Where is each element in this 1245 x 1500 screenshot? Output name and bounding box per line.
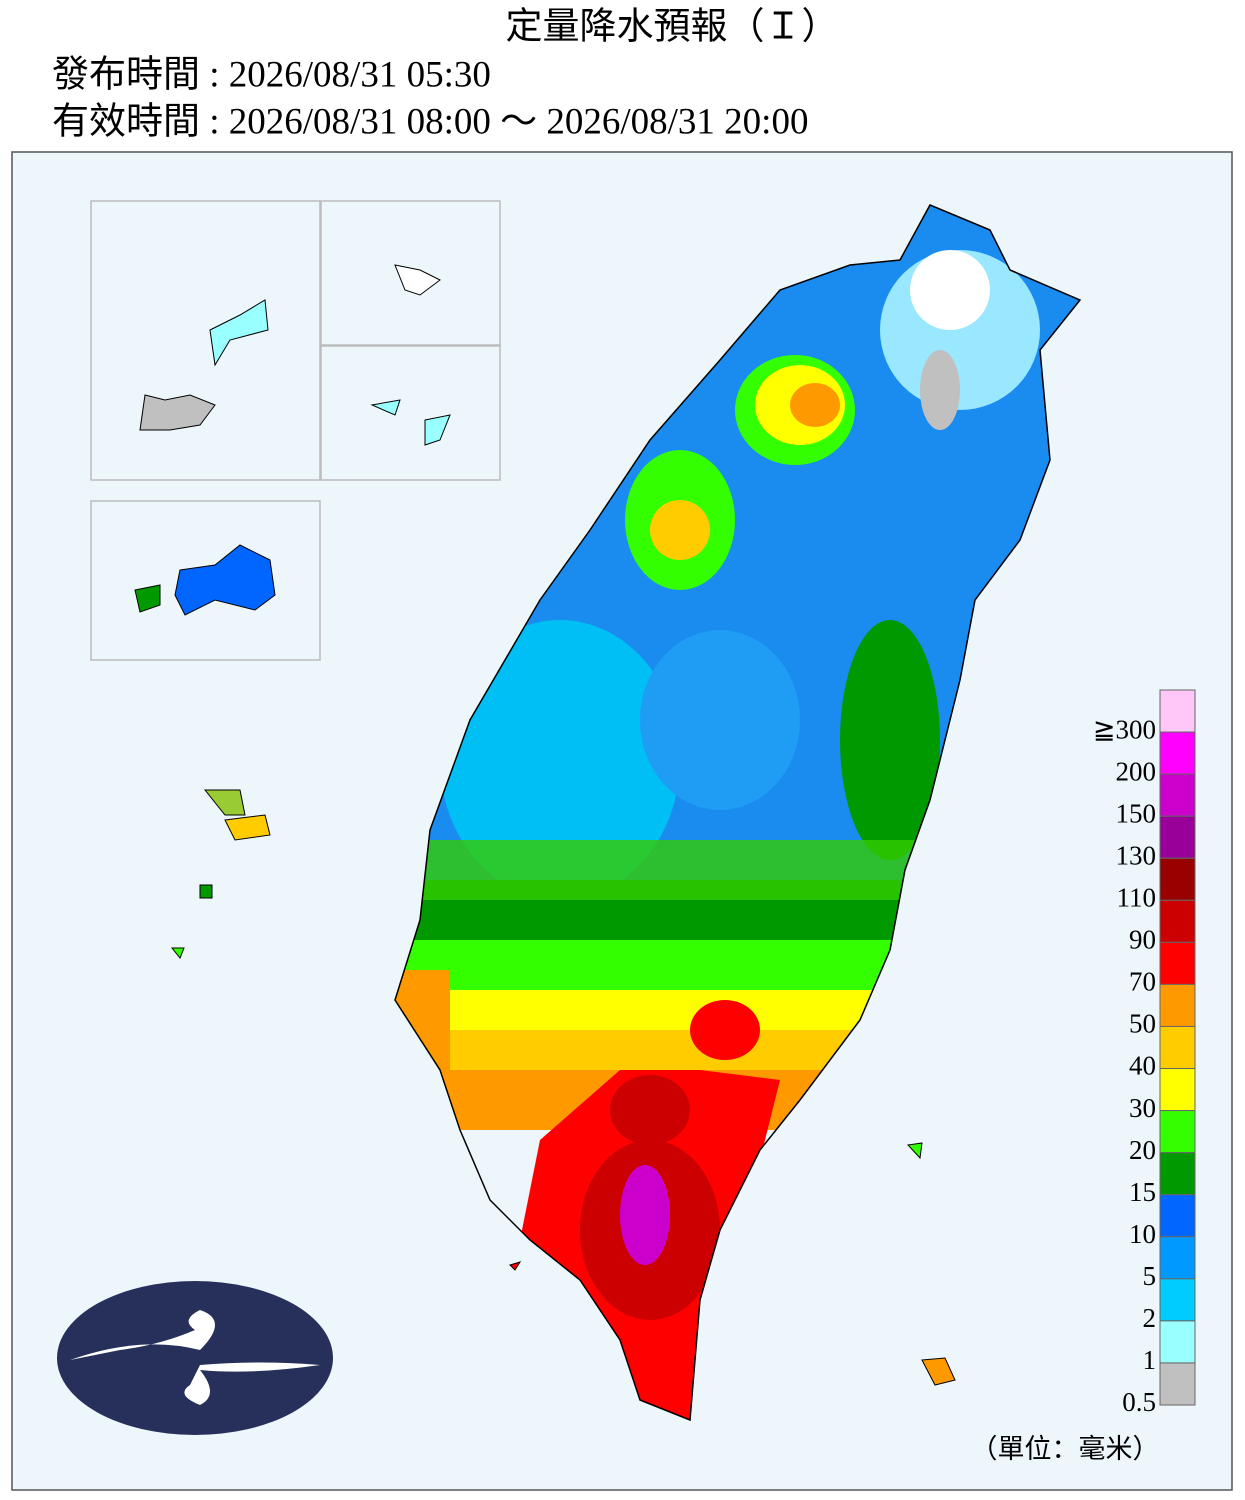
legend-label: 0.5 bbox=[1122, 1387, 1156, 1417]
valid-time: 有效時間 : 2026/08/31 08:00 ～ 2026/08/31 20:… bbox=[52, 100, 808, 142]
inset-boxes bbox=[90, 200, 501, 661]
cwa-logo bbox=[57, 1281, 333, 1435]
issue-time: 發布時間 : 2026/08/31 05:30 bbox=[52, 54, 491, 95]
legend-swatch bbox=[1159, 1320, 1196, 1364]
legend-swatch bbox=[1159, 815, 1196, 859]
inset-islands bbox=[134, 264, 451, 616]
legend-label: 20 bbox=[1129, 1135, 1156, 1165]
legend-label: 10 bbox=[1129, 1219, 1156, 1249]
legend-swatch bbox=[1159, 773, 1196, 817]
legend-label: 150 bbox=[1116, 798, 1157, 828]
legend-swatch bbox=[1159, 899, 1196, 943]
legend-swatch bbox=[1159, 731, 1196, 775]
legend-swatch bbox=[1159, 1194, 1196, 1238]
legend-label: 90 bbox=[1129, 925, 1156, 955]
legend-label: 70 bbox=[1129, 967, 1156, 997]
legend-swatch bbox=[1159, 983, 1196, 1027]
legend-swatch bbox=[1159, 1025, 1196, 1070]
legend-label: ≧300 bbox=[1093, 714, 1156, 744]
legend-label: 200 bbox=[1116, 756, 1157, 786]
legend-swatch bbox=[1159, 1236, 1196, 1280]
legend-unit: （單位：毫米） bbox=[971, 1434, 1160, 1464]
legend-label: 130 bbox=[1116, 840, 1157, 870]
legend-swatch bbox=[1159, 1068, 1196, 1112]
legend: ≧300 200 150 130 110 90 70 50 40 30 20 15 10 5 2 1 0.5 bbox=[1093, 689, 1196, 1417]
legend-swatch bbox=[1159, 1152, 1196, 1196]
legend-label: 15 bbox=[1129, 1177, 1156, 1207]
legend-label: 40 bbox=[1129, 1051, 1156, 1081]
legend-label: 1 bbox=[1143, 1345, 1157, 1375]
legend-swatch bbox=[1159, 689, 1196, 733]
penghu-islands bbox=[170, 789, 271, 959]
legend-swatch bbox=[1159, 1362, 1196, 1406]
legend-label: 30 bbox=[1129, 1093, 1156, 1123]
legend-label: 110 bbox=[1117, 882, 1157, 912]
taiwan-outline bbox=[394, 204, 1082, 1422]
legend-swatch bbox=[1159, 857, 1196, 901]
title: 定量降水預報（Ｉ） bbox=[506, 5, 839, 47]
legend-swatch bbox=[1159, 941, 1196, 985]
legend-swatch bbox=[1159, 1110, 1196, 1154]
legend-label: 2 bbox=[1143, 1303, 1157, 1333]
legend-label: 50 bbox=[1129, 1009, 1156, 1039]
outlying-islands bbox=[509, 1142, 956, 1386]
legend-swatch bbox=[1159, 1278, 1196, 1322]
legend-label: 5 bbox=[1143, 1261, 1157, 1291]
